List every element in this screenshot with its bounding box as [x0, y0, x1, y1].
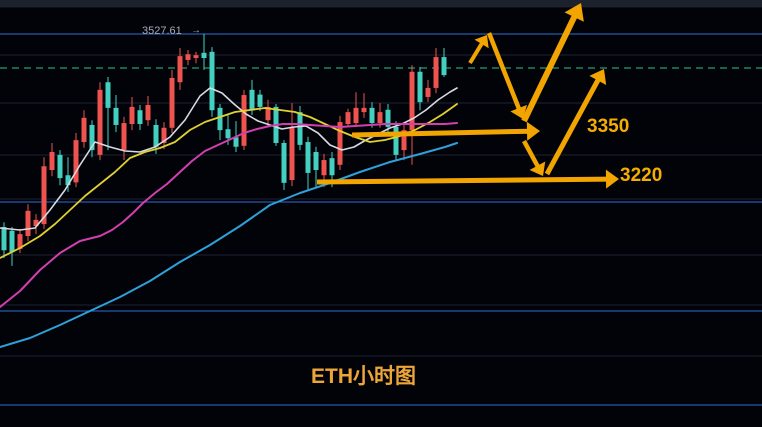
candle-body	[265, 106, 271, 121]
ma-fast-white	[0, 87, 458, 231]
candle-body	[353, 107, 359, 124]
candle-body	[137, 110, 143, 124]
ma-mid-yellow	[0, 103, 458, 259]
resistance-3350-arrow-head	[526, 121, 540, 141]
candle-body	[193, 55, 199, 59]
candle-body	[65, 175, 71, 186]
candle-body	[153, 124, 159, 147]
candle-body	[177, 56, 183, 83]
candle-body	[217, 107, 223, 131]
bounce-up-arrow	[544, 75, 602, 176]
candle-body	[393, 126, 399, 155]
candle-body	[289, 126, 295, 180]
pullback-down-arrow	[486, 32, 523, 113]
candle-body	[57, 154, 63, 179]
candle-body	[97, 89, 103, 155]
ma-long-cyan	[0, 142, 458, 348]
candle-body	[201, 52, 207, 59]
candle-body	[257, 94, 263, 107]
candle-body	[417, 71, 423, 103]
candle-body	[121, 123, 127, 151]
pullback-down-arrow-head	[510, 104, 527, 119]
candle-body	[433, 57, 439, 88]
candle-body	[241, 95, 247, 146]
candle-body	[129, 106, 135, 124]
candle-body	[441, 57, 447, 76]
dip-down-arrow	[522, 139, 542, 170]
candle-body	[161, 127, 167, 143]
candle-body	[377, 112, 383, 124]
candle-body	[73, 140, 79, 183]
moving-averages	[0, 87, 458, 348]
candle-body	[249, 89, 255, 111]
gridlines	[0, 33, 762, 406]
resistance-3350-label: 3350	[587, 116, 630, 137]
candle-body	[41, 166, 47, 225]
candle-body	[49, 151, 55, 171]
candle-body	[169, 77, 175, 128]
chart-title: ETH小时图	[311, 365, 416, 388]
candle-body	[313, 151, 319, 171]
candle-body	[345, 112, 351, 124]
candle-body	[9, 230, 15, 253]
dip-down-arrow-head	[529, 161, 546, 176]
candle-body	[337, 122, 343, 165]
candle-body	[25, 210, 31, 237]
support-3220-label: 3220	[620, 165, 663, 186]
support-3220-arrow	[316, 176, 610, 185]
candle-body	[113, 107, 119, 125]
candle-body	[17, 234, 23, 249]
candle-body	[409, 71, 415, 131]
candle-body	[369, 107, 375, 124]
candle-body	[361, 107, 367, 113]
candle-body	[305, 142, 311, 173]
candle-body	[33, 219, 39, 227]
candle-body	[329, 158, 335, 176]
resistance-3350-arrow	[351, 128, 531, 138]
candle-body	[281, 142, 287, 183]
candle-body	[425, 87, 431, 97]
annotation-arrows	[316, 3, 619, 189]
candle-body	[297, 112, 303, 145]
candle-body	[385, 109, 391, 127]
arrow-pointer-glyph: →	[191, 25, 201, 36]
candle-body	[81, 117, 87, 143]
big-rally-up-arrow	[521, 11, 579, 123]
candle-body	[145, 105, 151, 121]
candle-body	[401, 130, 407, 151]
candle-body	[209, 51, 215, 111]
candle-body	[225, 129, 231, 139]
candle-body	[89, 124, 95, 151]
candle-body	[185, 54, 191, 60]
small-up-arrow-head	[474, 35, 489, 49]
big-rally-up-arrow-head	[564, 3, 584, 22]
bounce-up-arrow-head	[589, 69, 607, 85]
candle-body	[105, 82, 111, 108]
support-3220-arrow-head	[605, 169, 619, 189]
candle-body	[233, 137, 239, 147]
candle-body	[1, 226, 7, 251]
price-high-label: 3527.61	[142, 25, 182, 37]
ma-slow-magenta	[0, 122, 458, 308]
candle-body	[321, 160, 327, 176]
window-top-strip	[0, 0, 762, 7]
small-up-arrow	[468, 40, 485, 65]
